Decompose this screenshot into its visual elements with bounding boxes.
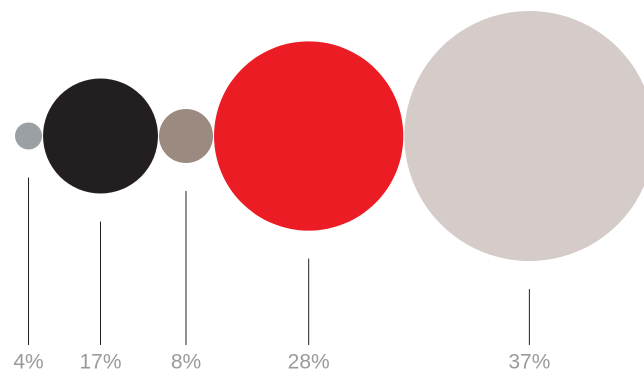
bubble [158, 108, 214, 164]
bubble [404, 10, 644, 262]
value-label: 37% [508, 351, 550, 374]
value-label: 17% [79, 351, 121, 374]
bubble [43, 78, 158, 194]
bubble [214, 41, 404, 231]
bubble [15, 122, 43, 150]
value-label: 28% [288, 351, 330, 374]
value-label: 8% [171, 351, 201, 374]
value-label: 4% [13, 351, 43, 374]
